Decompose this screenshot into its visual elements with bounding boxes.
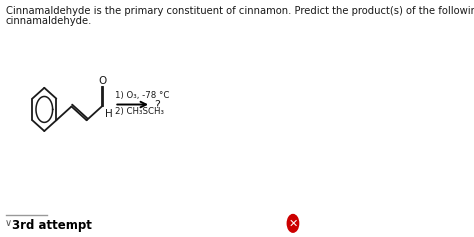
Circle shape — [287, 214, 299, 232]
Text: 1) O₃, -78 °C: 1) O₃, -78 °C — [115, 91, 169, 100]
Text: ∨: ∨ — [5, 219, 12, 228]
Text: ?: ? — [154, 100, 160, 109]
Text: H: H — [105, 109, 113, 119]
Text: 2) CH₃SCH₃: 2) CH₃SCH₃ — [115, 107, 164, 116]
Text: O: O — [98, 76, 107, 86]
Text: 3rd attempt: 3rd attempt — [12, 219, 92, 232]
Text: cinnamaldehyde.: cinnamaldehyde. — [6, 16, 92, 26]
Text: ✕: ✕ — [288, 218, 298, 228]
Text: Cinnamaldehyde is the primary constituent of cinnamon. Predict the product(s) of: Cinnamaldehyde is the primary constituen… — [6, 6, 474, 16]
